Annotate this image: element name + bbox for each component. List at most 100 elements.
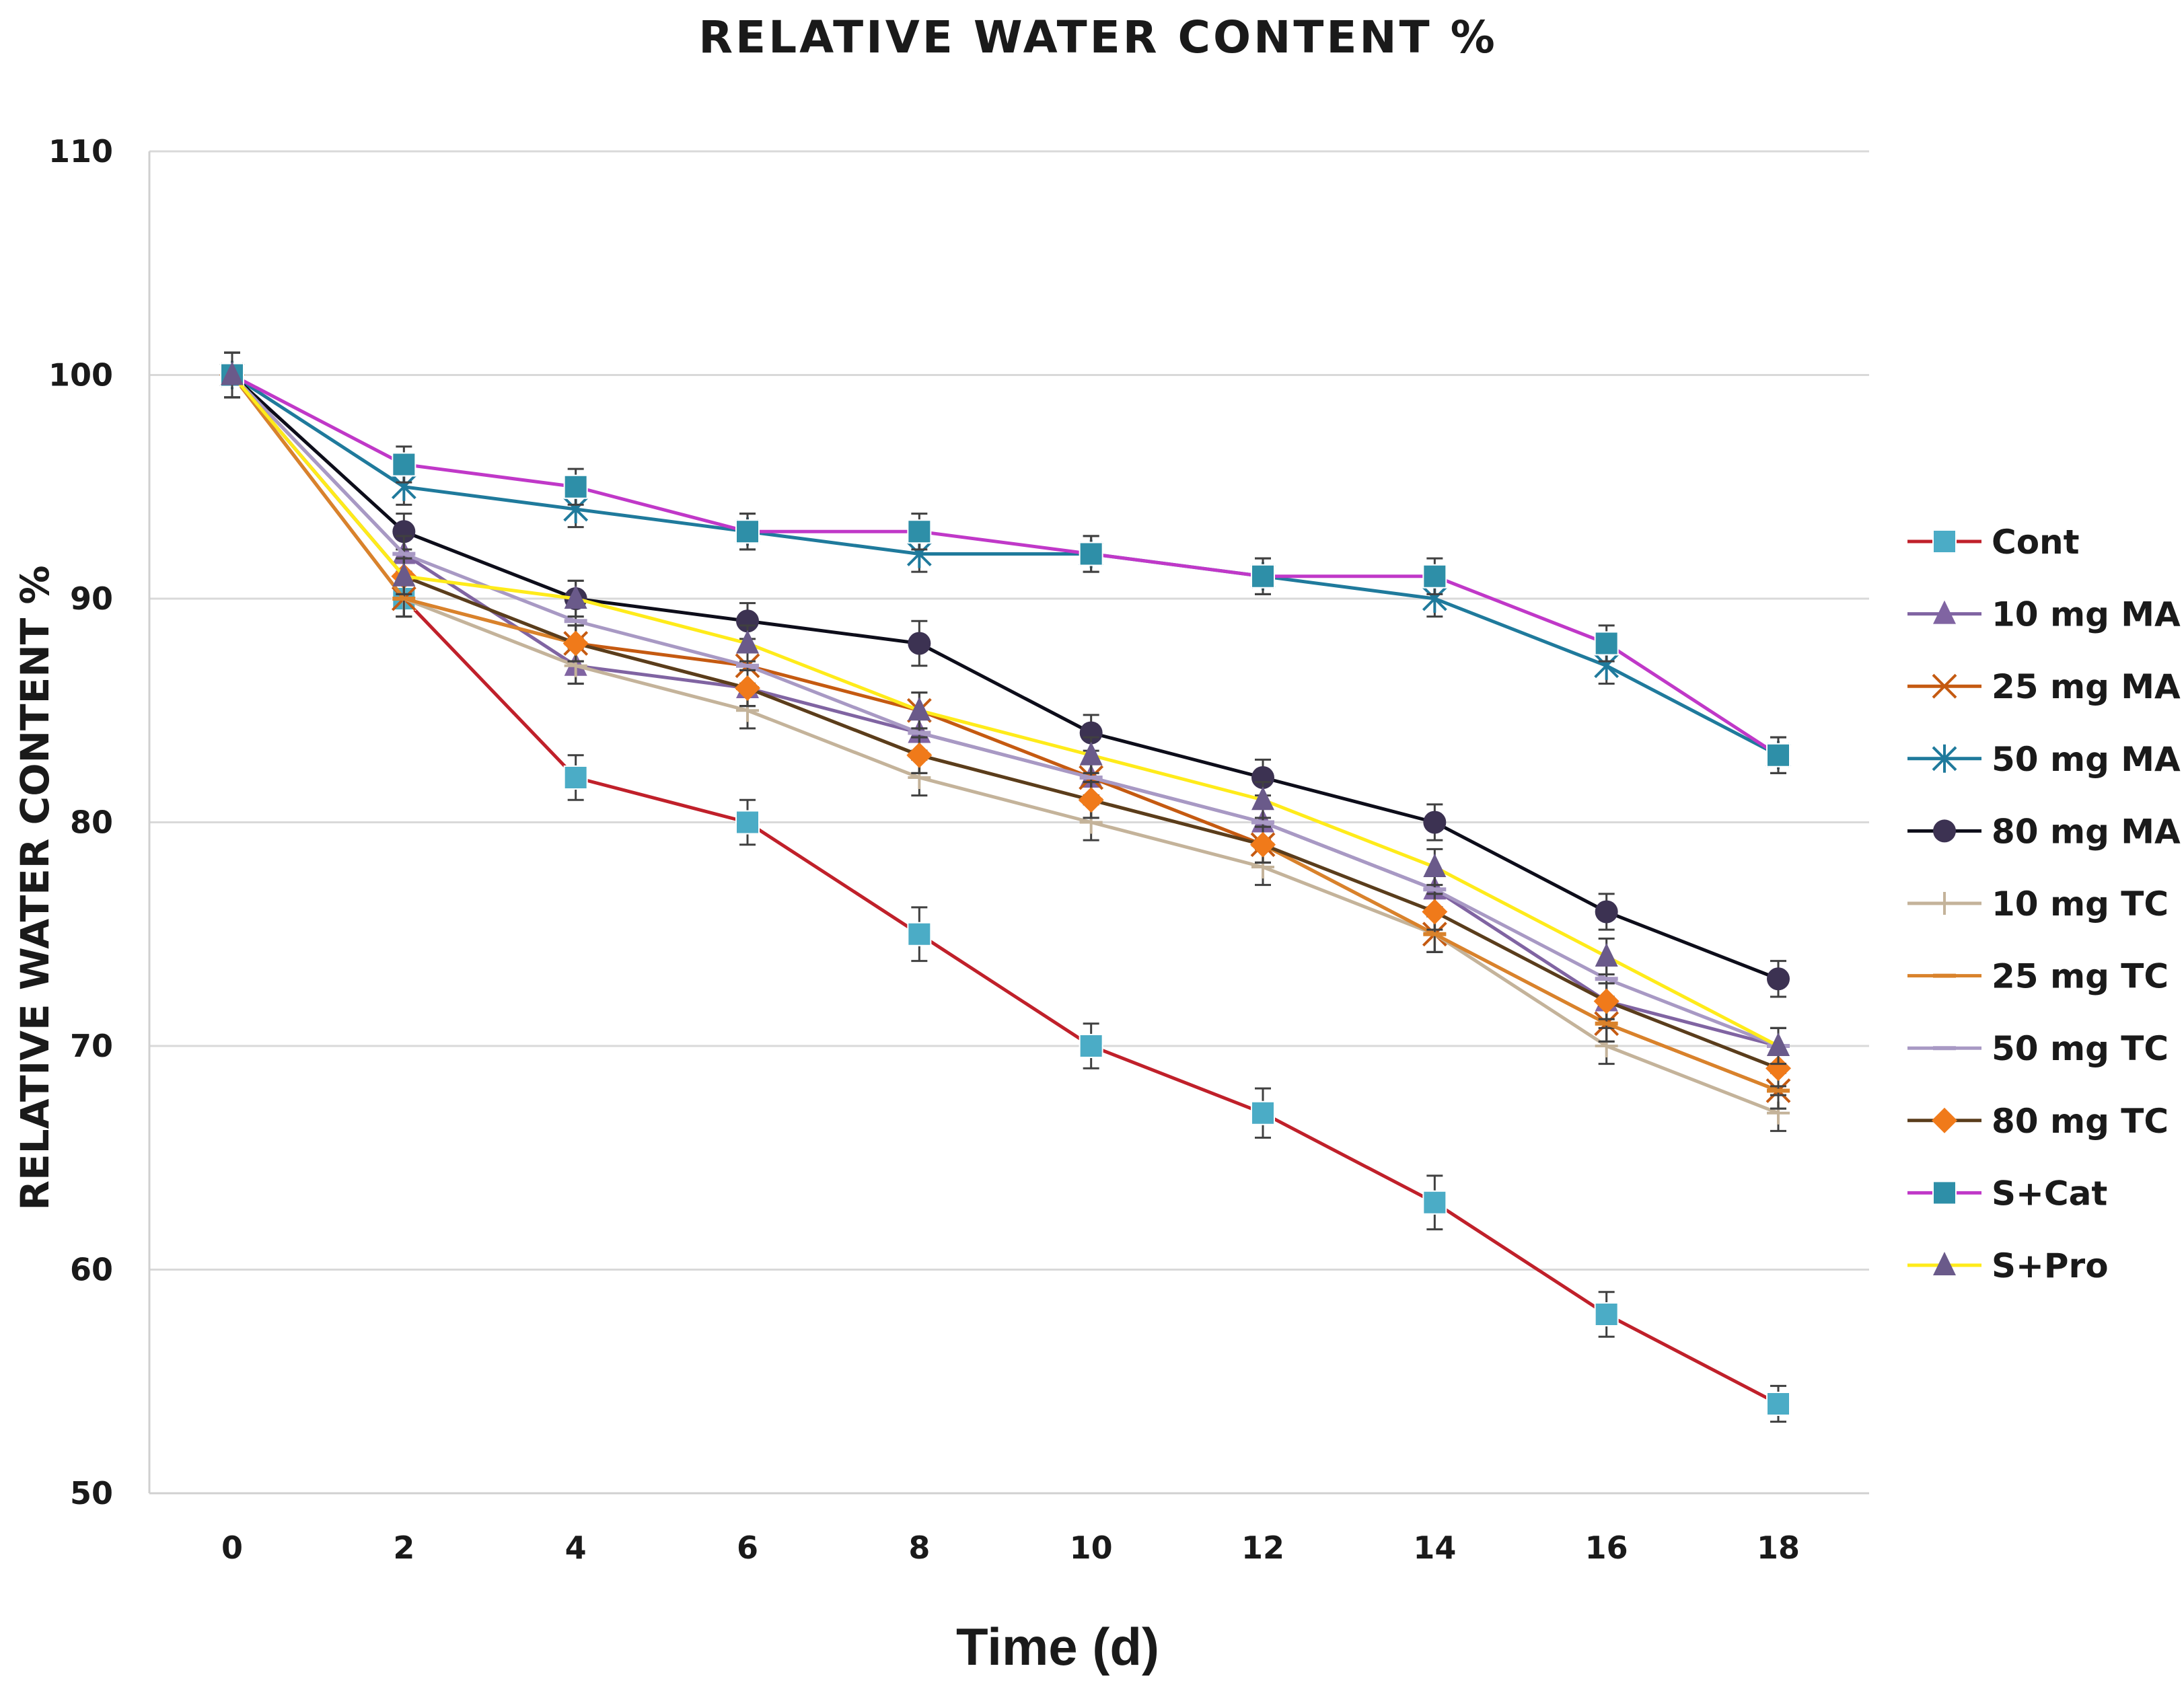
legend-item-50-mg-tc: 50 mg TC [1907,1029,2169,1068]
point-80-mg-ma-16 [1595,900,1618,924]
series-s-pro [221,351,1790,1065]
legend-marker-10-mg-tc [1933,892,1956,915]
y-tick-80: 80 [70,804,113,841]
point-80-mg-ma-18 [1767,967,1790,991]
legend-marker-50-mg-ma [1932,744,1957,773]
x-tick-14: 14 [1413,1530,1456,1566]
point-s-cat-18 [1766,743,1790,767]
x-tick-labels: 0 2 4 6 8 10 12 14 16 18 [221,1530,1800,1566]
markers-80-mg-ma [221,363,1790,991]
point-cont-12 [1251,1100,1275,1125]
series-10-mg-tc [221,351,1790,1132]
point-80-mg-tc-16 [1593,988,1619,1014]
series-80-mg-tc [219,351,1791,1088]
point-cont-10 [1079,1034,1103,1058]
point-80-mg-tc-10 [1078,787,1104,813]
legend-label-s-cat: S+Cat [1992,1174,2107,1213]
point-80-mg-tc-8 [906,742,933,768]
point-80-mg-tc-6 [735,675,760,701]
point-80-mg-ma-2 [392,520,416,543]
line-80-mg-ma [231,373,1779,981]
legend-item-cont: Cont [1907,523,2080,562]
x-tick-8: 8 [908,1530,930,1566]
line-50-mg-ma [231,373,1780,757]
legend-marker-s-pro [1933,1252,1956,1275]
series-s-cat [220,351,1790,774]
point-cont-16 [1594,1302,1619,1326]
point-cont-14 [1422,1190,1447,1215]
error-bars-s-cat [224,351,1786,774]
point-80-mg-ma-8 [908,632,931,655]
y-tick-60: 60 [70,1252,113,1288]
legend-item-10-mg-tc: 10 mg TC [1907,885,2169,924]
markers-s-pro [221,361,1790,1056]
x-tick-2: 2 [393,1530,414,1566]
point-s-pro-10 [1079,741,1103,765]
point-80-mg-ma-10 [1079,721,1103,745]
point-cont-6 [735,810,760,835]
legend-item-25-mg-ma: 25 mg MA [1907,667,2181,706]
point-cont-8 [907,922,932,946]
y-tick-110: 110 [48,133,113,170]
x-tick-6: 6 [737,1530,758,1566]
line-50-mg-tc [231,373,1779,1048]
point-80-mg-tc-4 [562,630,589,656]
point-s-cat-10 [1079,541,1103,566]
point-s-cat-2 [392,452,416,477]
legend-marker-80-mg-tc [1932,1107,1957,1133]
point-80-mg-ma-12 [1251,766,1274,789]
point-s-pro-4 [564,585,587,609]
error-bars-80-mg-ma [224,351,1786,998]
line-cont [231,373,1780,1406]
point-s-pro-8 [908,697,931,721]
legend-marker-25-mg-ma [1932,673,1957,699]
legend-label-80-mg-tc: 80 mg TC [1992,1102,2169,1141]
x-tick-0: 0 [221,1530,243,1566]
markers-50-mg-tc [221,373,1790,1048]
legend-item-25-mg-tc: 25 mg TC [1907,957,2169,996]
legend-label-50-mg-tc: 50 mg TC [1992,1029,2169,1068]
point-80-mg-tc-12 [1250,831,1276,858]
x-tick-16: 16 [1585,1530,1628,1566]
chart-title: RELATIVE WATER CONTENT % [698,11,1498,63]
y-tick-labels: 50 60 70 80 90 100 110 [48,133,113,1511]
point-s-cat-12 [1251,564,1275,589]
legend-item-s-cat: S+Cat [1907,1174,2107,1213]
line-s-cat [231,373,1780,757]
x-tick-10: 10 [1070,1530,1113,1566]
legend-label-s-pro: S+Pro [1992,1246,2109,1285]
series-cont [220,351,1790,1423]
x-tick-4: 4 [565,1530,587,1566]
point-80-mg-ma-14 [1423,811,1447,834]
point-s-pro-0 [221,361,244,385]
series-80-mg-ma [221,351,1790,998]
point-s-pro-14 [1423,854,1447,877]
line-s-pro [231,373,1780,1048]
point-cont-18 [1766,1392,1790,1416]
point-s-cat-16 [1594,631,1619,656]
y-tick-50: 50 [70,1475,113,1511]
point-s-cat-14 [1422,564,1447,589]
y-tick-70: 70 [70,1028,113,1064]
line-80-mg-tc [231,373,1779,1070]
legend-item-80-mg-ma: 80 mg MA [1907,812,2181,851]
legend-label-80-mg-ma: 80 mg MA [1992,812,2181,851]
legend-label-25-mg-ma: 25 mg MA [1992,667,2181,706]
error-bars-50-mg-ma [224,351,1786,774]
point-80-mg-tc-18 [1766,1055,1791,1082]
point-80-mg-tc-14 [1422,899,1448,925]
line-10-mg-tc [231,373,1779,1115]
legend-item-50-mg-ma: 50 mg MA [1907,740,2181,779]
legend-label-10-mg-tc: 10 mg TC [1992,885,2169,924]
series-50-mg-tc [221,351,1790,1065]
grid-lines [149,150,1869,1271]
markers-s-cat [220,363,1790,767]
point-cont-4 [563,765,588,790]
error-bars-50-mg-tc [224,351,1786,1065]
series-50-mg-ma [219,351,1791,774]
plot-area [219,351,1791,1423]
markers-50-mg-ma [219,361,1791,770]
y-tick-90: 90 [70,580,113,617]
legend-label-10-mg-ma: 10 mg MA [1992,595,2181,634]
